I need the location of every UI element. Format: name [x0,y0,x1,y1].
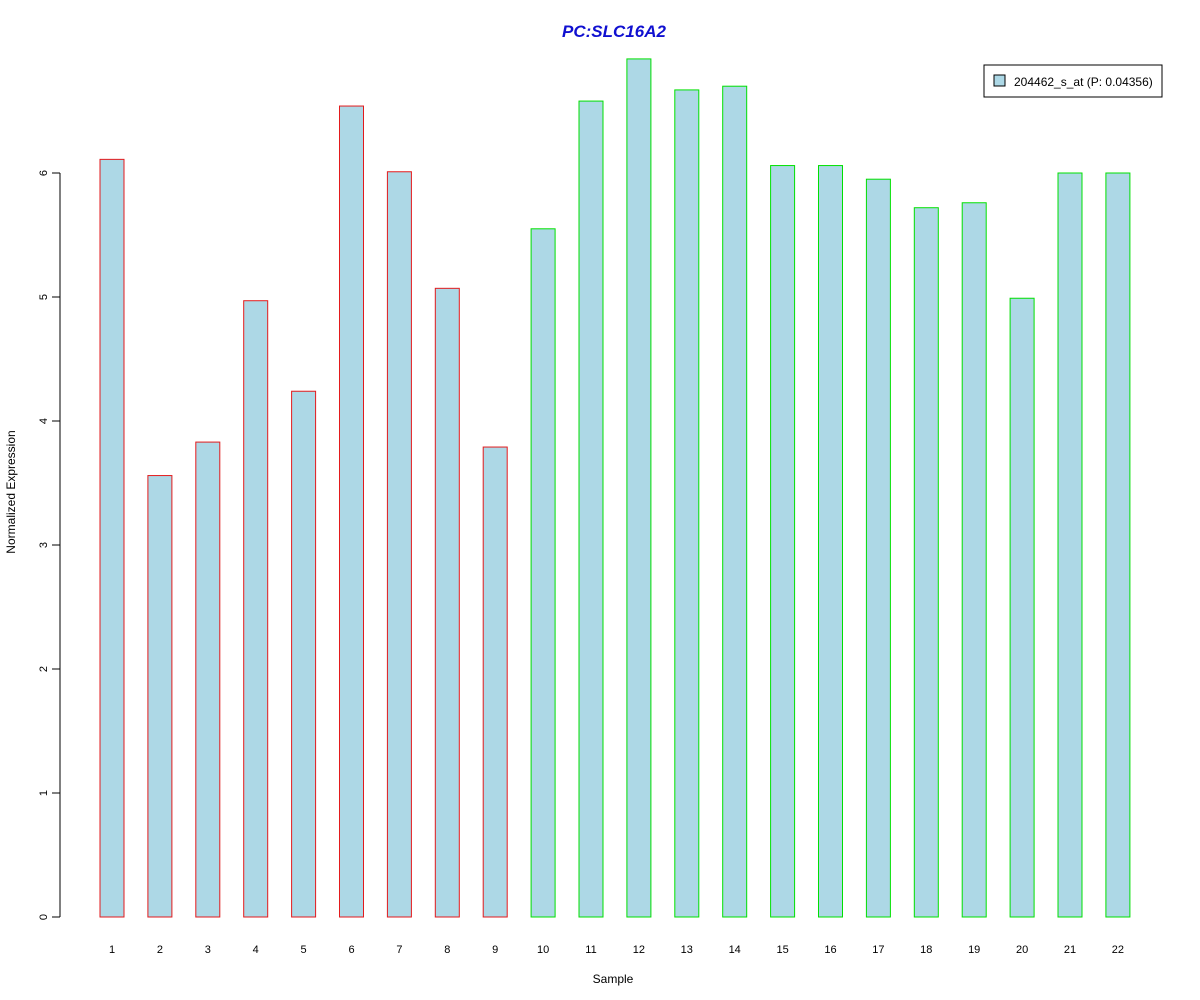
y-tick-label: 4 [38,418,50,424]
bars [99,58,1131,918]
bar-sample-16 [818,165,843,918]
x-tick-label: 5 [301,944,307,956]
bar-sample-5 [291,390,317,918]
y-tick-label: 2 [38,666,50,672]
x-tick-label: 13 [681,944,693,956]
legend-label: 204462_s_at (P: 0.04356) [1014,75,1153,89]
y-tick-label: 1 [38,790,50,796]
x-tick-label: 6 [348,944,354,956]
bar-sample-4 [243,300,269,918]
bar-sample-9 [482,446,508,918]
y-axis-label: Normalized Expression [4,430,18,553]
bar-sample-11 [578,100,604,918]
legend: 204462_s_at (P: 0.04356) [983,64,1163,98]
bar-sample-13 [674,89,700,918]
x-tick-label: 3 [205,944,211,956]
y-axis: 0 1 2 3 4 5 6 [38,170,61,920]
y-tick-label: 3 [38,542,50,548]
x-tick-label: 11 [585,944,596,956]
bar-sample-10 [530,228,556,918]
x-tick-label: 20 [1016,944,1028,956]
x-tick-label: 2 [157,944,163,956]
bar-sample-8 [434,287,460,918]
bar-sample-12 [626,58,652,918]
bar-sample-17 [865,178,891,918]
x-tick-label: 7 [396,944,402,956]
legend-swatch [993,74,1006,87]
bar-sample-2 [147,475,173,918]
x-tick-label: 21 [1064,944,1076,956]
x-tick-label: 17 [872,944,884,956]
bar-sample-1 [99,158,125,918]
x-tick-label: 4 [253,944,259,956]
x-tick-label: 15 [776,944,788,956]
bar-sample-19 [961,202,987,918]
bar-sample-14 [722,85,748,918]
bar-sample-18 [913,207,939,918]
bar-sample-22 [1105,172,1131,918]
bar-sample-7 [386,171,412,918]
x-tick-label: 22 [1112,944,1124,956]
bar-sample-21 [1057,172,1083,918]
x-axis-label: Sample [593,972,634,986]
bar-sample-15 [770,165,796,918]
x-tick-label: 10 [537,944,549,956]
x-tick-label: 1 [109,944,115,956]
x-tick-label: 9 [492,944,498,956]
y-tick-label: 5 [38,294,50,300]
x-tick-label: 14 [729,944,741,956]
legend-box [983,64,1163,98]
x-tick-label: 12 [633,944,645,956]
x-tick-labels: 1 2 3 4 5 6 7 8 9 10 11 12 13 14 15 16 17 18 19 20 21 22 [109,944,1124,956]
x-tick-label: 16 [824,944,836,956]
y-tick-label: 0 [38,914,50,920]
x-tick-label: 19 [968,944,980,956]
chart-title: PC:SLC16A2 [562,22,666,41]
bar-sample-20 [1009,297,1035,918]
y-tick-label: 6 [38,170,50,176]
bar-sample-6 [339,105,364,918]
x-tick-label: 8 [444,944,450,956]
x-tick-label: 18 [920,944,932,956]
bar-sample-3 [195,441,221,918]
